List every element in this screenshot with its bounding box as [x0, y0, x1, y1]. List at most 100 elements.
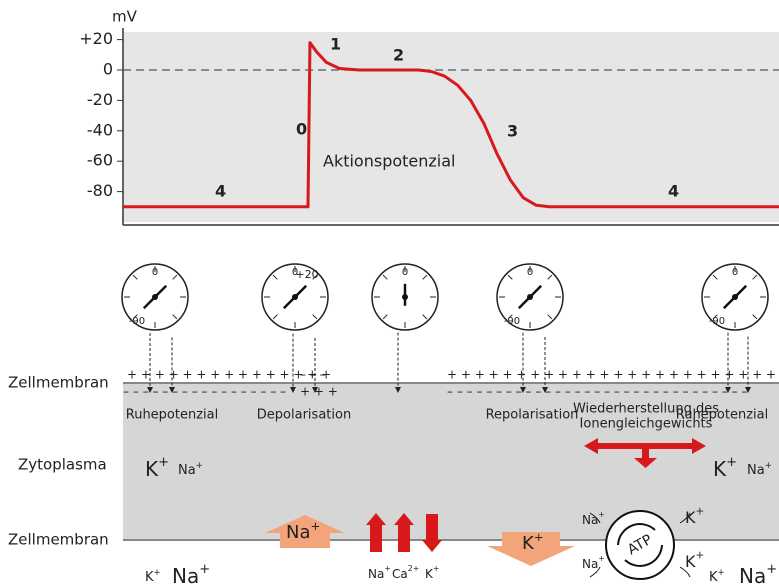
ion-charge: + — [726, 455, 737, 470]
membrane-label: Zellmembran — [8, 531, 109, 549]
annotation: 0 — [296, 120, 307, 139]
gauge-label: +20 — [295, 268, 318, 281]
plot-area — [123, 32, 779, 222]
ion-label: K+ — [709, 566, 725, 584]
ion-charge: + — [199, 562, 210, 577]
gauge-tick — [132, 274, 138, 280]
gauge-tick — [272, 274, 278, 280]
gauge-tick — [312, 274, 318, 280]
ion-symbol: Na — [582, 557, 598, 571]
ion-label: Na+ — [739, 562, 777, 584]
ion-label: K+ — [425, 564, 439, 580]
ion-charge: + — [696, 506, 705, 518]
pump-whisker — [589, 566, 601, 578]
cytoplasm — [123, 383, 779, 540]
gauge-tick — [312, 314, 318, 320]
ion-charge: + — [158, 455, 169, 470]
charges: + + + + + + + + + + + + + + + — [127, 368, 331, 382]
ion-label: Na+ — [178, 459, 203, 477]
pump-cycle — [617, 523, 663, 567]
gauge-tick — [382, 274, 388, 280]
pump-whisker — [679, 512, 691, 524]
ion-symbol: Na — [739, 564, 766, 584]
y-tick-label: -20 — [87, 90, 113, 109]
gauge-tick — [507, 314, 513, 320]
gauge-pivot — [732, 294, 738, 300]
ion-label: K+ — [522, 529, 544, 554]
gauge-pivot — [152, 294, 158, 300]
annotation: Aktionspotenzial — [323, 152, 456, 171]
gauge-tick — [507, 274, 513, 280]
phase-label: Ruhepotenzial — [676, 408, 768, 423]
gauge-label: -90 — [129, 316, 145, 327]
phase-label: Depolarisation — [257, 408, 351, 423]
k-arrow — [487, 532, 575, 566]
ion-charge: + — [534, 529, 544, 543]
arrow-head — [725, 387, 731, 393]
y-tick-label: +20 — [79, 29, 113, 48]
channel-arrow — [394, 513, 414, 552]
ion-label: Na+ — [582, 554, 605, 570]
ion-charge: + — [718, 566, 725, 576]
phase-label: Ruhepotenzial — [126, 408, 218, 423]
gauge-tick — [712, 314, 718, 320]
membrane-label: Zellmembran — [8, 374, 109, 392]
gauge-label: 0 — [527, 267, 533, 278]
charges: – – – – – – – – – – – – – – – – – — [123, 385, 286, 399]
gauge-tick — [172, 274, 178, 280]
annotation: 3 — [507, 122, 518, 141]
ion-label: Na+ — [368, 564, 391, 580]
gauge-tick — [752, 314, 758, 320]
potential-curve — [123, 41, 779, 209]
arrow-head — [312, 387, 318, 393]
ion-charge: + — [696, 550, 705, 562]
ion-symbol: Na — [172, 564, 199, 584]
ion-label: K+ — [145, 566, 161, 584]
y-tick-label: 0 — [103, 60, 113, 79]
ion-symbol: Na — [286, 522, 311, 543]
arrow-head — [745, 387, 751, 393]
y-tick-label: -40 — [87, 120, 113, 139]
gauge-tick — [172, 314, 178, 320]
ion-symbol: K — [685, 508, 696, 527]
ion-symbol: K — [425, 567, 434, 581]
ion-charge: + — [766, 562, 777, 577]
double-arrow — [584, 438, 706, 454]
ion-charge: + — [311, 518, 321, 532]
charges: – – – – – – – – – – – – – – – – – – – – … — [447, 385, 747, 399]
ion-symbol: Na — [178, 463, 196, 478]
ion-label: Ca2+ — [392, 564, 419, 580]
ion-label: K+ — [145, 455, 169, 481]
ion-symbol: K — [145, 570, 154, 584]
ion-label: Na+ — [172, 562, 210, 584]
ion-symbol: Na — [368, 567, 384, 581]
gauge-tick — [382, 314, 388, 320]
gauge-pivot — [402, 294, 408, 300]
gauge-label: 0 — [152, 267, 158, 278]
gauge-pivot — [292, 294, 298, 300]
ion-charge: + — [433, 564, 440, 573]
restoration-label: Ionengleichgewichts — [580, 417, 713, 432]
y-axis-label: mV — [112, 8, 138, 26]
charges: + + + + + + + + + + + + + + + + + + + + … — [447, 368, 779, 382]
pump-whisker — [589, 512, 601, 524]
gauge-label: -90 — [709, 316, 725, 327]
ion-charge: + — [598, 554, 605, 563]
ion-label: Na+ — [286, 518, 320, 543]
gauge-tick — [712, 274, 718, 280]
arrow-head — [520, 387, 526, 393]
phase-label: Repolarisation — [486, 408, 579, 423]
ion-charge: + — [196, 459, 203, 469]
y-tick-label: -80 — [87, 181, 113, 200]
ion-label: K+ — [685, 506, 704, 527]
ion-symbol: K — [709, 570, 718, 584]
ion-charge: + — [154, 566, 161, 576]
y-tick-label: -60 — [87, 151, 113, 170]
charges: + + + — [300, 385, 338, 399]
gauge-tick — [272, 314, 278, 320]
ion-symbol: Na — [747, 463, 765, 478]
gauge-tick — [547, 274, 553, 280]
gauge-tick — [752, 274, 758, 280]
ion-symbol: K — [145, 457, 159, 481]
